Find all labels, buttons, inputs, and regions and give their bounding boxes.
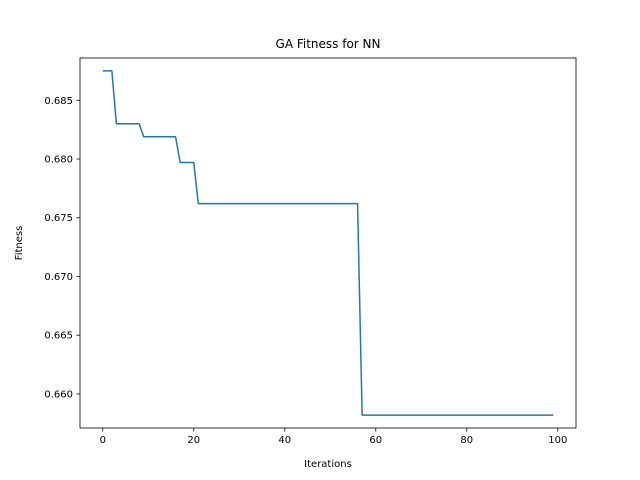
y-tick-label: 0.675: [44, 213, 73, 224]
y-axis-label: Fitness: [14, 226, 25, 261]
x-axis-ticks: 0 20 40 60 80 100: [100, 428, 567, 446]
y-axis-ticks: 0.660 0.665 0.670 0.675 0.680 0.685: [44, 96, 80, 400]
y-tick-label: 0.660: [44, 389, 73, 400]
y-tick-label: 0.680: [44, 155, 73, 166]
x-tick-label: 0: [100, 435, 106, 446]
x-tick-label: 40: [278, 435, 291, 446]
x-tick-label: 100: [548, 435, 567, 446]
y-tick-label: 0.685: [44, 96, 73, 107]
plot-area-frame: [79, 57, 577, 429]
x-tick-label: 80: [460, 435, 473, 446]
y-tick-label: 0.670: [44, 272, 73, 283]
y-tick-label: 0.665: [44, 331, 73, 342]
x-tick-label: 20: [187, 435, 200, 446]
fitness-series-line: [102, 70, 554, 416]
x-axis-label: Iterations: [304, 459, 352, 470]
x-tick-label: 60: [369, 435, 382, 446]
chart-title: GA Fitness for NN: [276, 37, 381, 51]
